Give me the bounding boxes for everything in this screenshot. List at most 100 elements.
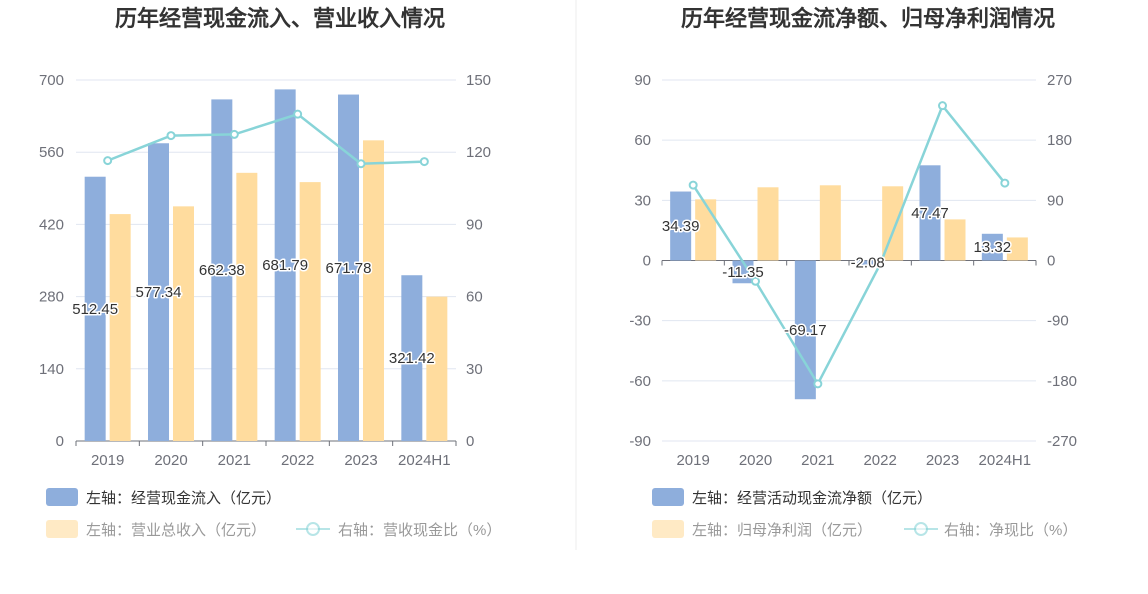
chart-1-legend: 左轴：经营现金流入（亿元） 左轴：营业总收入（亿元） 右轴：营收现金比（%）: [46, 488, 501, 539]
right-axis-tick-label: -90: [1047, 313, 1069, 330]
legend-label-net-cash-flow: 左轴：经营活动现金流净额（亿元）: [692, 490, 932, 507]
bar-primary[interactable]: [794, 260, 816, 400]
left-axis-tick-label: 280: [39, 289, 64, 306]
left-axis-tick-label: -60: [629, 373, 651, 390]
left-axis-tick-label: 60: [634, 132, 651, 149]
ratio-line-point[interactable]: [688, 180, 698, 190]
bar-data-label: 34.39: [662, 218, 700, 235]
left-axis-tick-label: -30: [629, 313, 651, 330]
bar-primary[interactable]: [84, 176, 106, 441]
right-axis-tick-label: -270: [1047, 433, 1077, 450]
legend-swatch-net-cash-flow: [652, 488, 684, 506]
chart-2-legend: 左轴：经营活动现金流净额（亿元） 左轴：归母净利润（亿元） 右轴：净现比（%）: [652, 488, 1077, 539]
bar-secondary[interactable]: [109, 214, 131, 441]
ratio-line-point[interactable]: [419, 157, 429, 167]
bar-data-label: 47.47: [911, 205, 949, 222]
x-axis-category-label: 2023: [344, 452, 377, 469]
ratio-line-point[interactable]: [875, 259, 885, 269]
bar-secondary[interactable]: [819, 185, 841, 261]
ratio-line: [692, 103, 1006, 387]
chart-2-title: 历年经营现金流净额、归母净利润情况: [681, 6, 1055, 31]
chart-1-plot: 0 0 140 30 280 60 420 90 560 120 700 150 2019 2020 202…: [39, 72, 491, 469]
right-axis-tick-label: 60: [466, 289, 483, 306]
ratio-line: [107, 112, 425, 166]
bar-secondary[interactable]: [299, 182, 321, 441]
bar-data-label: 681.79: [262, 257, 308, 274]
bar-data-label: 321.42: [389, 350, 435, 367]
x-axis-category-label: 2019: [91, 452, 124, 469]
bar-primary[interactable]: [401, 275, 423, 441]
right-axis-tick-label: 90: [466, 216, 483, 233]
legend-item-cash-inflow[interactable]: 左轴：经营现金流入（亿元）: [46, 488, 281, 507]
bar-secondary[interactable]: [882, 186, 904, 261]
bar-data-label: 577.34: [136, 284, 182, 301]
ratio-line-point[interactable]: [356, 159, 366, 169]
x-axis-category-label: 2022: [281, 452, 314, 469]
ratio-line-point[interactable]: [751, 276, 760, 286]
right-axis-tick-label: 0: [1047, 253, 1055, 270]
bar-primary[interactable]: [857, 260, 879, 265]
right-axis-tick-label: 30: [466, 361, 483, 378]
legend-label-net-profit: 左轴：归母净利润（亿元）: [692, 522, 872, 539]
bar-data-label: 13.32: [974, 239, 1012, 256]
bar-primary[interactable]: [148, 143, 169, 441]
bar-secondary[interactable]: [236, 172, 258, 442]
left-axis-tick-label: 0: [643, 253, 651, 270]
chart-1-title: 历年经营现金流入、营业收入情况: [115, 6, 445, 31]
bar-data-label: 512.45: [72, 301, 118, 318]
bar-data-label: -2.08: [851, 255, 885, 272]
legend-swatch-revenue: [46, 520, 78, 538]
bar-primary[interactable]: [338, 94, 359, 441]
legend-marker-net-cash-ratio: [914, 522, 928, 536]
right-axis-tick-label: 180: [1047, 132, 1072, 149]
x-axis-category-label: 2023: [926, 452, 959, 469]
bar-primary[interactable]: [274, 89, 296, 441]
left-axis-tick-label: 90: [634, 72, 651, 89]
left-axis-tick-label: -90: [629, 433, 651, 450]
ratio-line-point[interactable]: [293, 109, 303, 119]
x-axis-category-label: 2021: [218, 452, 251, 469]
x-axis-category-label: 2021: [801, 452, 834, 469]
bar-primary[interactable]: [981, 233, 1003, 261]
right-axis-tick-label: 0: [466, 433, 474, 450]
bar-primary[interactable]: [919, 165, 941, 261]
ratio-line-point[interactable]: [229, 129, 239, 139]
right-axis-tick-label: -180: [1047, 373, 1077, 390]
bar-primary[interactable]: [211, 99, 233, 441]
legend-item-revenue[interactable]: 左轴：营业总收入（亿元）: [46, 520, 266, 539]
bar-primary[interactable]: [732, 260, 754, 284]
bar-secondary[interactable]: [1006, 237, 1028, 261]
legend-label-cash-inflow: 左轴：经营现金流入（亿元）: [86, 490, 281, 507]
right-axis-tick-label: 120: [466, 144, 491, 161]
x-axis-category-label: 2024H1: [979, 452, 1032, 469]
bar-secondary[interactable]: [426, 296, 448, 441]
left-axis-tick-label: 30: [634, 192, 651, 209]
bar-secondary[interactable]: [944, 219, 966, 261]
legend-item-net-cash-ratio[interactable]: 右轴：净现比（%）: [904, 522, 1077, 539]
ratio-line-point[interactable]: [1000, 178, 1010, 188]
bar-secondary[interactable]: [173, 206, 194, 441]
ratio-line-point[interactable]: [103, 156, 113, 166]
bar-data-label: 662.38: [199, 262, 245, 279]
ratio-line-point[interactable]: [813, 379, 823, 389]
legend-swatch-cash-inflow: [46, 488, 78, 506]
x-axis-category-label: 2024H1: [398, 452, 451, 469]
right-axis-tick-label: 90: [1047, 192, 1064, 209]
ratio-line-point[interactable]: [938, 101, 947, 111]
x-axis-category-label: 2020: [739, 452, 772, 469]
ratio-line-point[interactable]: [166, 131, 176, 141]
legend-label-revenue-cash-ratio: 右轴：营收现金比（%）: [338, 522, 501, 539]
right-axis-tick-label: 150: [466, 72, 491, 89]
legend-item-net-profit[interactable]: 左轴：归母净利润（亿元）: [652, 520, 872, 539]
right-axis-tick-label: 270: [1047, 72, 1072, 89]
bar-primary[interactable]: [670, 191, 692, 261]
x-axis-category-label: 2020: [154, 452, 187, 469]
x-axis-category-label: 2019: [676, 452, 709, 469]
bar-secondary[interactable]: [757, 187, 779, 261]
legend-swatch-net-profit: [652, 520, 684, 538]
legend-item-revenue-cash-ratio[interactable]: 右轴：营收现金比（%）: [296, 522, 501, 539]
bar-secondary[interactable]: [363, 140, 384, 442]
legend-item-net-cash-flow[interactable]: 左轴：经营活动现金流净额（亿元）: [652, 488, 932, 507]
